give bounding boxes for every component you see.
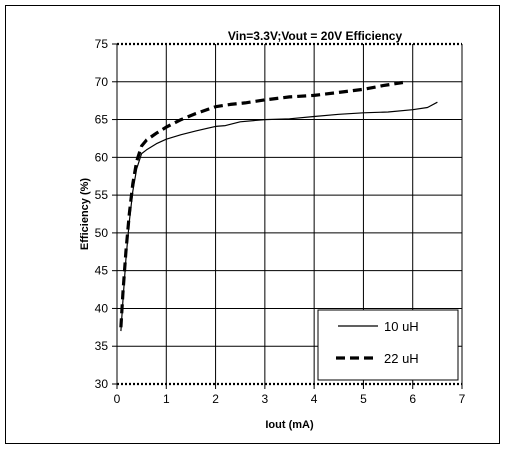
y-axis-label: Efficiency (%) bbox=[79, 178, 91, 250]
series-lines bbox=[119, 80, 438, 332]
y-tick-label: 65 bbox=[95, 113, 109, 127]
y-tick-label: 75 bbox=[95, 37, 109, 51]
x-tick-labels: 0 1 2 3 4 5 6 7 bbox=[114, 392, 466, 406]
y-tick-label: 70 bbox=[95, 75, 109, 89]
axes bbox=[112, 42, 463, 389]
legend-box bbox=[317, 309, 459, 381]
y-tick-label: 40 bbox=[95, 301, 109, 315]
series-line-22-uh bbox=[119, 80, 404, 328]
legend-label-10uh: 10 uH bbox=[384, 319, 419, 334]
chart-title: Vin=3.3V;Vout = 20V Efficiency bbox=[228, 29, 403, 43]
x-tick-label: 0 bbox=[114, 392, 121, 406]
x-tick-label: 1 bbox=[163, 392, 170, 406]
x-tick-label: 3 bbox=[262, 392, 269, 406]
x-tick-label: 6 bbox=[409, 392, 416, 406]
x-tick-label: 2 bbox=[212, 392, 219, 406]
x-tick-label: 7 bbox=[459, 392, 466, 406]
x-tick-label: 4 bbox=[311, 392, 318, 406]
x-tick-label: 5 bbox=[360, 392, 367, 406]
grid bbox=[117, 44, 462, 384]
y-tick-label: 50 bbox=[95, 226, 109, 240]
y-tick-label: 60 bbox=[95, 150, 109, 164]
y-tick-label: 45 bbox=[95, 264, 109, 278]
y-tick-label: 35 bbox=[95, 339, 109, 353]
legend-label-22uh: 22 uH bbox=[384, 351, 419, 366]
legend: 10 uH 22 uH bbox=[317, 309, 459, 381]
y-tick-label: 55 bbox=[95, 188, 109, 202]
x-axis-label: Iout (mA) bbox=[265, 419, 314, 431]
y-tick-label: 30 bbox=[95, 377, 109, 391]
y-tick-labels: 30 35 40 45 50 55 60 65 70 75 bbox=[95, 37, 109, 391]
